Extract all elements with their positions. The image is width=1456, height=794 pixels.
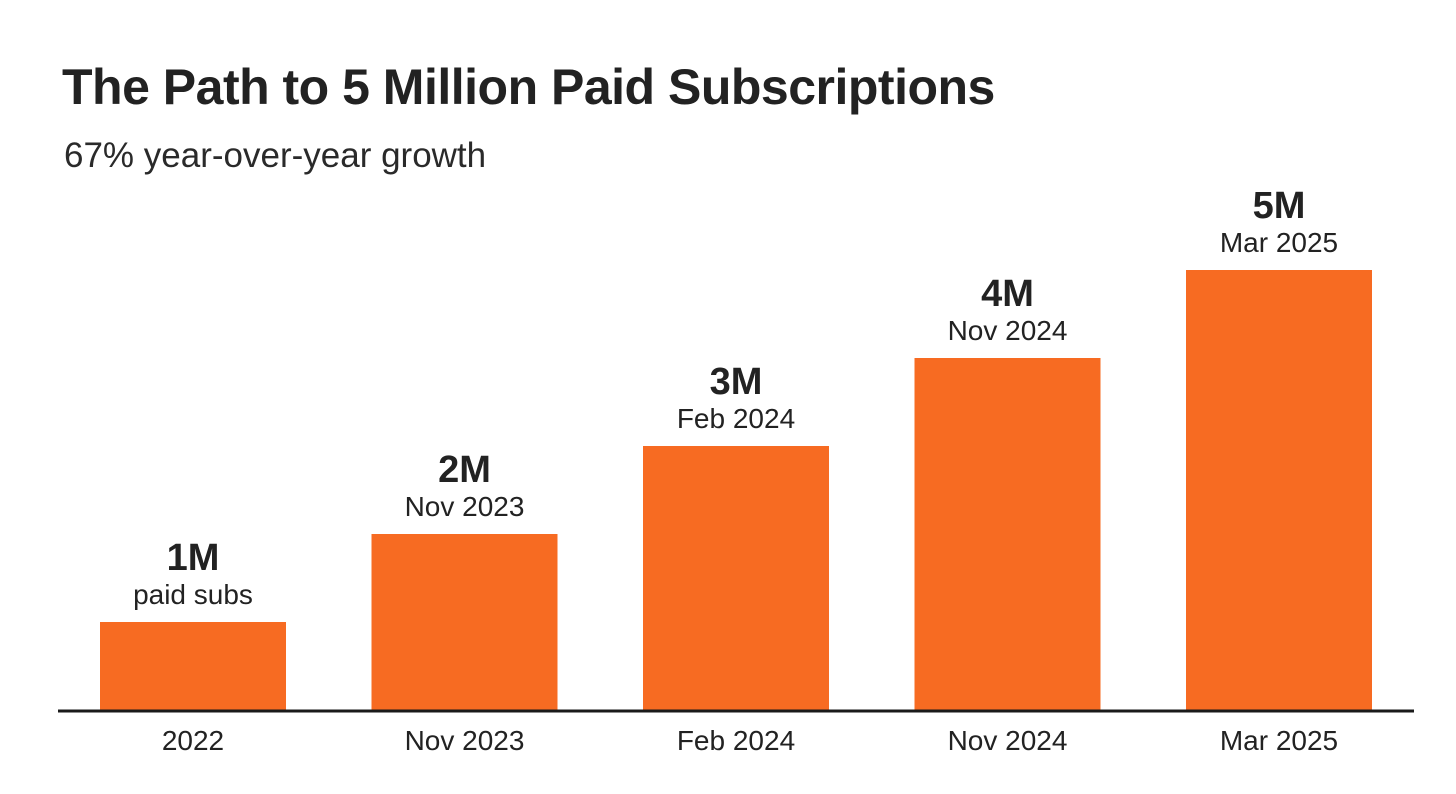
bar-1 [100, 622, 286, 710]
bar-2 [371, 534, 558, 710]
bar-caption-label: Mar 2025 [1220, 227, 1338, 258]
bar-5 [1186, 270, 1372, 710]
x-tick-label: 2022 [162, 725, 224, 756]
bar-caption-label: Nov 2024 [948, 315, 1068, 346]
bar-caption-label: paid subs [133, 579, 253, 610]
bar-value-label: 1M [167, 537, 220, 579]
chart-subtitle: 67% year-over-year growth [64, 136, 487, 175]
bars-layer [100, 270, 1372, 710]
x-tick-label: Feb 2024 [677, 725, 795, 756]
bar-value-label: 4M [981, 273, 1034, 315]
bar-caption-label: Feb 2024 [677, 403, 795, 434]
bar-value-label: 5M [1253, 185, 1306, 227]
x-axis-ticks: 2022 Nov 2023 Feb 2024 Nov 2024 Mar 2025 [162, 725, 1338, 756]
x-tick-label: Nov 2024 [948, 725, 1068, 756]
bar-value-label: 3M [710, 361, 763, 403]
x-tick-label: Mar 2025 [1220, 725, 1338, 756]
x-tick-label: Nov 2023 [405, 725, 525, 756]
bar-3 [643, 446, 829, 710]
bar-caption-label: Nov 2023 [405, 491, 525, 522]
bar-4 [914, 358, 1101, 710]
bar-value-label: 2M [438, 449, 491, 491]
chart-title: The Path to 5 Million Paid Subscriptions [62, 59, 995, 115]
